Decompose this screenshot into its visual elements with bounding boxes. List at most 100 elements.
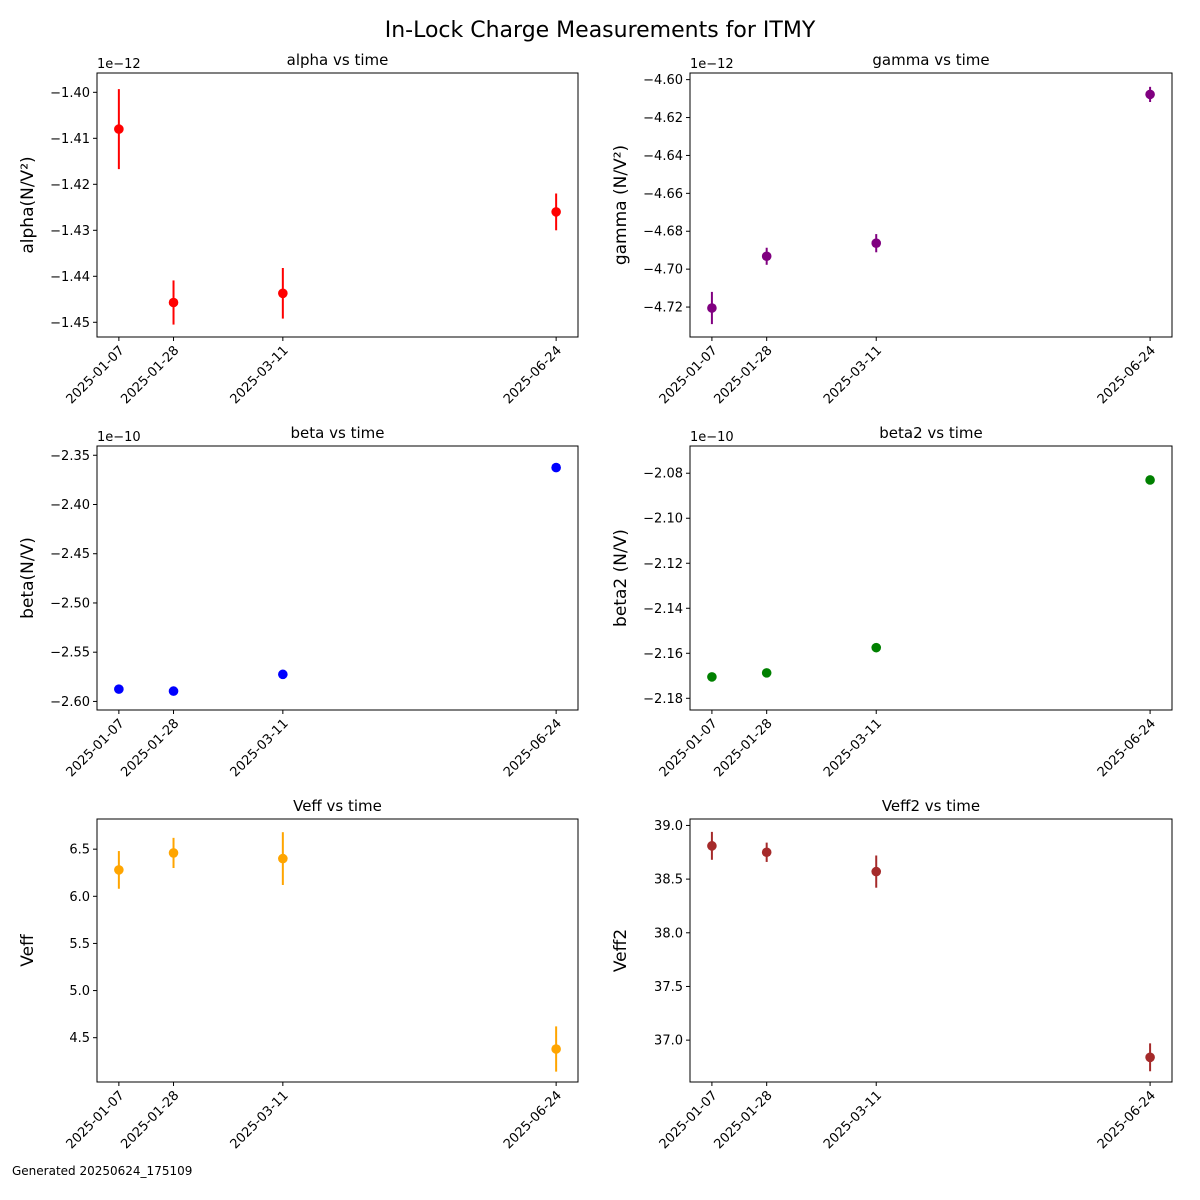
axes-frame — [96, 445, 579, 711]
subplot-title: beta2 vs time — [879, 424, 982, 442]
y-tick-label: −2.08 — [643, 467, 683, 482]
y-tick-label: −2.50 — [50, 596, 90, 611]
y-offset-text: 1e−10 — [690, 430, 734, 445]
y-tick-label: −4.70 — [643, 263, 683, 278]
x-tick-label: 2025-06-24 — [501, 716, 565, 780]
x-tick-label: 2025-01-28 — [711, 716, 775, 780]
y-offset-text: 1e−10 — [97, 430, 141, 445]
y-tick-label: 6.5 — [69, 843, 90, 858]
y-tick-label: −1.45 — [50, 316, 90, 331]
data-point — [168, 686, 179, 696]
y-axis-label: gamma (N/V²) — [611, 145, 631, 265]
y-tick-label: −2.45 — [50, 547, 90, 562]
axes-frame — [689, 818, 1173, 1083]
y-tick-label: −4.64 — [643, 149, 683, 164]
axes-frame — [689, 72, 1173, 338]
x-tick-label: 2025-03-11 — [228, 1088, 292, 1152]
data-point — [1145, 89, 1155, 100]
y-axis-label: alpha(N/V²) — [18, 156, 38, 253]
subplot-3: beta vs time 1e−10 −2.60 −2.55 −2.50 −2.45 −2.… — [18, 424, 579, 780]
axes-frame — [689, 445, 1173, 711]
data-point — [278, 288, 288, 299]
y-tick-label: −1.42 — [50, 178, 90, 193]
data-point — [168, 848, 179, 858]
data-point — [871, 642, 882, 653]
data-point — [761, 847, 772, 858]
x-tick-label: 2025-06-24 — [1095, 1088, 1159, 1152]
x-tick-label: 2025-01-28 — [118, 1088, 182, 1152]
y-tick-label: −2.14 — [643, 602, 683, 617]
x-tick-label: 2025-06-24 — [1095, 343, 1159, 407]
x-tick-label: 2025-03-11 — [821, 716, 885, 780]
y-tick-label: −4.66 — [643, 187, 683, 202]
data-point — [551, 207, 561, 217]
data-point — [551, 462, 561, 473]
y-tick-label: −2.55 — [50, 646, 90, 661]
x-tick-label: 2025-01-28 — [118, 343, 182, 407]
subplot-title: gamma vs time — [872, 51, 989, 69]
data-point — [871, 238, 882, 248]
y-tick-label: −2.60 — [50, 695, 90, 710]
figure-title: In-Lock Charge Measurements for ITMY — [384, 18, 816, 43]
y-tick-label: −4.68 — [643, 225, 683, 240]
y-tick-label: 39.0 — [654, 819, 683, 834]
y-tick-label: −1.43 — [50, 224, 90, 239]
x-tick-label: 2025-03-11 — [821, 343, 885, 407]
x-tick-label: 2025-01-28 — [711, 343, 775, 407]
y-tick-label: −1.40 — [50, 86, 90, 101]
data-point — [114, 124, 124, 134]
x-tick-label: 2025-01-28 — [711, 1088, 775, 1152]
x-tick-label: 2025-01-28 — [118, 716, 182, 780]
y-tick-label: −1.41 — [50, 132, 90, 147]
subplot-1: alpha vs time 1e−12 −1.45 −1.44 −1.43 −1.42 −1… — [18, 51, 579, 407]
x-tick-label: 2025-06-24 — [501, 343, 565, 407]
y-tick-label: −2.12 — [643, 557, 683, 572]
y-axis-label: beta(N/V) — [18, 537, 38, 619]
data-point — [168, 297, 179, 308]
data-point — [114, 684, 124, 694]
y-tick-label: −2.16 — [643, 647, 683, 662]
y-axis-label: Veff — [18, 933, 38, 967]
data-point — [761, 668, 772, 678]
data-point — [761, 251, 772, 262]
axes-frame — [96, 818, 579, 1083]
data-point — [278, 669, 288, 680]
data-point — [1145, 475, 1155, 485]
subplot-2: gamma vs time 1e−12 −4.72 −4.70 −4.68 −4.66 −4… — [611, 51, 1173, 407]
generated-footer: Generated 20250624_175109 — [12, 1164, 193, 1178]
y-tick-label: −4.62 — [643, 111, 683, 126]
data-point — [707, 303, 717, 313]
data-point — [707, 672, 717, 682]
y-tick-label: 6.0 — [69, 890, 90, 905]
axes-frame — [96, 72, 579, 338]
subplot-6: Veff2 vs time 37.0 37.5 38.0 38.5 39.0 Veff2 20… — [611, 797, 1173, 1152]
y-tick-label: 37.5 — [654, 980, 683, 995]
y-tick-label: −2.10 — [643, 512, 683, 527]
y-tick-label: −2.35 — [50, 449, 90, 464]
x-tick-label: 2025-06-24 — [1095, 716, 1159, 780]
y-offset-text: 1e−12 — [97, 57, 141, 72]
subplot-title: beta vs time — [291, 424, 385, 442]
data-point — [707, 841, 717, 851]
subplot-title: Veff2 vs time — [882, 797, 980, 815]
y-tick-label: 37.0 — [654, 1034, 683, 1049]
data-point — [871, 866, 882, 877]
y-tick-label: −4.72 — [643, 301, 683, 316]
data-point — [114, 865, 124, 875]
subplot-5: Veff vs time4.55.05.56.06.5Veff2025-01-0… — [18, 797, 579, 1152]
y-tick-label: −4.60 — [643, 73, 683, 88]
y-axis-label: Veff2 — [611, 929, 631, 972]
x-tick-label: 2025-03-11 — [228, 716, 292, 780]
y-tick-label: 5.5 — [69, 937, 90, 952]
x-tick-label: 2025-06-24 — [501, 1088, 565, 1152]
x-tick-label: 2025-03-11 — [228, 343, 292, 407]
y-axis-label: beta2 (N/V) — [611, 529, 631, 627]
y-tick-label: 38.0 — [654, 926, 683, 941]
subplot-title: alpha vs time — [287, 51, 389, 69]
y-tick-label: −2.40 — [50, 498, 90, 513]
subplot-title: Veff vs time — [293, 797, 382, 815]
y-offset-text: 1e−12 — [690, 57, 734, 72]
data-point — [551, 1044, 561, 1054]
x-tick-label: 2025-03-11 — [821, 1088, 885, 1152]
